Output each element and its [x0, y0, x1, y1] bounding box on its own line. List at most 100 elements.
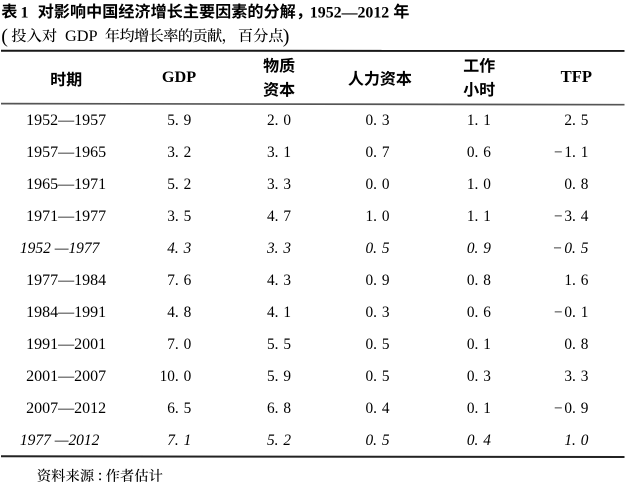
svg-text:0: 0 [382, 176, 390, 193]
svg-text:4: 4 [581, 208, 589, 225]
svg-text:6: 6 [184, 272, 192, 289]
svg-text:0: 0 [184, 368, 192, 385]
svg-text:5: 5 [382, 240, 390, 257]
svg-text:1984—1991: 1984—1991 [26, 304, 106, 321]
svg-text:2: 2 [184, 176, 192, 193]
svg-text:0.: 0. [564, 240, 575, 257]
svg-text:7: 7 [382, 144, 390, 161]
svg-text:GDP: GDP [65, 26, 98, 45]
svg-text:8: 8 [581, 336, 589, 353]
svg-text:TFP: TFP [561, 67, 592, 86]
svg-text:8: 8 [283, 400, 291, 417]
svg-text:1: 1 [21, 4, 29, 21]
svg-text:0.: 0. [564, 336, 575, 353]
svg-text:1: 1 [581, 304, 589, 321]
svg-text:1.: 1. [564, 272, 575, 289]
svg-text:5: 5 [283, 336, 291, 353]
svg-text:7.: 7. [167, 336, 178, 353]
svg-text:10.: 10. [160, 368, 179, 385]
svg-text:1991—2001: 1991—2001 [26, 336, 106, 353]
svg-text:3.: 3. [167, 208, 178, 225]
svg-text:3.: 3. [267, 144, 278, 161]
svg-text:0.: 0. [366, 336, 377, 353]
svg-text:1952 —1977: 1952 —1977 [20, 240, 101, 257]
svg-text:5: 5 [184, 208, 192, 225]
svg-text:3.: 3. [266, 240, 278, 257]
svg-text:0.: 0. [366, 112, 377, 129]
svg-text:1: 1 [581, 144, 589, 161]
svg-text:−: − [552, 240, 562, 257]
svg-text:0.: 0. [467, 144, 478, 161]
svg-text:1.: 1. [366, 208, 377, 225]
svg-text:1965—1971: 1965—1971 [26, 176, 106, 193]
svg-text:1: 1 [184, 432, 192, 449]
svg-text:0.: 0. [366, 304, 377, 321]
svg-text:4.: 4. [267, 208, 278, 225]
svg-text:8: 8 [184, 304, 192, 321]
svg-text:1952—2012: 1952—2012 [310, 4, 390, 21]
svg-text:−: − [554, 208, 563, 225]
svg-text:9: 9 [382, 272, 390, 289]
svg-text:3: 3 [483, 368, 491, 385]
svg-text:0: 0 [184, 336, 192, 353]
svg-text:5: 5 [184, 400, 192, 417]
svg-text:−: − [554, 304, 563, 321]
svg-text:0: 0 [581, 432, 589, 449]
svg-text:3: 3 [382, 112, 390, 129]
svg-text:3: 3 [283, 272, 291, 289]
svg-text:9: 9 [581, 400, 589, 417]
svg-text:0.: 0. [467, 272, 478, 289]
svg-text:0.: 0. [467, 336, 478, 353]
svg-text:0: 0 [483, 176, 491, 193]
svg-text:0.: 0. [467, 368, 478, 385]
svg-text:1.: 1. [564, 144, 575, 161]
svg-text:9: 9 [283, 368, 291, 385]
svg-text:6: 6 [581, 272, 589, 289]
svg-text:6: 6 [483, 304, 491, 321]
svg-text:2.: 2. [564, 112, 575, 129]
svg-text:3: 3 [282, 240, 291, 257]
svg-text:3: 3 [382, 304, 390, 321]
svg-text:5: 5 [382, 432, 390, 449]
svg-text:5.: 5. [167, 176, 178, 193]
svg-text:1: 1 [283, 304, 291, 321]
svg-text:1971—1977: 1971—1977 [26, 208, 106, 225]
svg-text:0.: 0. [366, 432, 377, 449]
svg-text:4.: 4. [167, 240, 178, 257]
svg-text:3.: 3. [564, 208, 575, 225]
svg-text:−: − [554, 400, 563, 417]
svg-text:6.: 6. [267, 400, 278, 417]
svg-text:5: 5 [581, 240, 589, 257]
svg-text:4.: 4. [267, 304, 278, 321]
svg-text:1.: 1. [564, 432, 575, 449]
svg-text:1.: 1. [467, 112, 478, 129]
svg-text:0.: 0. [467, 240, 478, 257]
svg-text:1977 —2012: 1977 —2012 [20, 432, 100, 449]
svg-text:3: 3 [283, 176, 291, 193]
svg-text:9: 9 [184, 112, 192, 129]
svg-text:9: 9 [483, 240, 491, 257]
svg-text:3: 3 [581, 368, 589, 385]
svg-text:0.: 0. [366, 400, 377, 417]
svg-text:1952—1957: 1952—1957 [26, 112, 106, 129]
svg-text:0.: 0. [366, 240, 377, 257]
svg-text:0.: 0. [564, 304, 575, 321]
svg-text:−: − [554, 144, 563, 161]
svg-text:1.: 1. [467, 208, 478, 225]
svg-text:2: 2 [184, 144, 192, 161]
svg-text:5.: 5. [267, 336, 278, 353]
svg-text:5.: 5. [267, 432, 278, 449]
svg-text:0.: 0. [564, 176, 575, 193]
svg-text:1: 1 [483, 112, 491, 129]
svg-text:): ) [283, 25, 290, 47]
svg-text:8: 8 [581, 176, 589, 193]
svg-text:1: 1 [483, 208, 491, 225]
svg-text:4: 4 [483, 432, 491, 449]
svg-text:0.: 0. [366, 368, 377, 385]
svg-text:1: 1 [483, 336, 491, 353]
svg-text:0.: 0. [467, 400, 478, 417]
svg-text:7.: 7. [167, 272, 178, 289]
svg-text:2007—2012: 2007—2012 [26, 400, 106, 417]
svg-text:0.: 0. [366, 272, 377, 289]
svg-text:4.: 4. [167, 304, 178, 321]
